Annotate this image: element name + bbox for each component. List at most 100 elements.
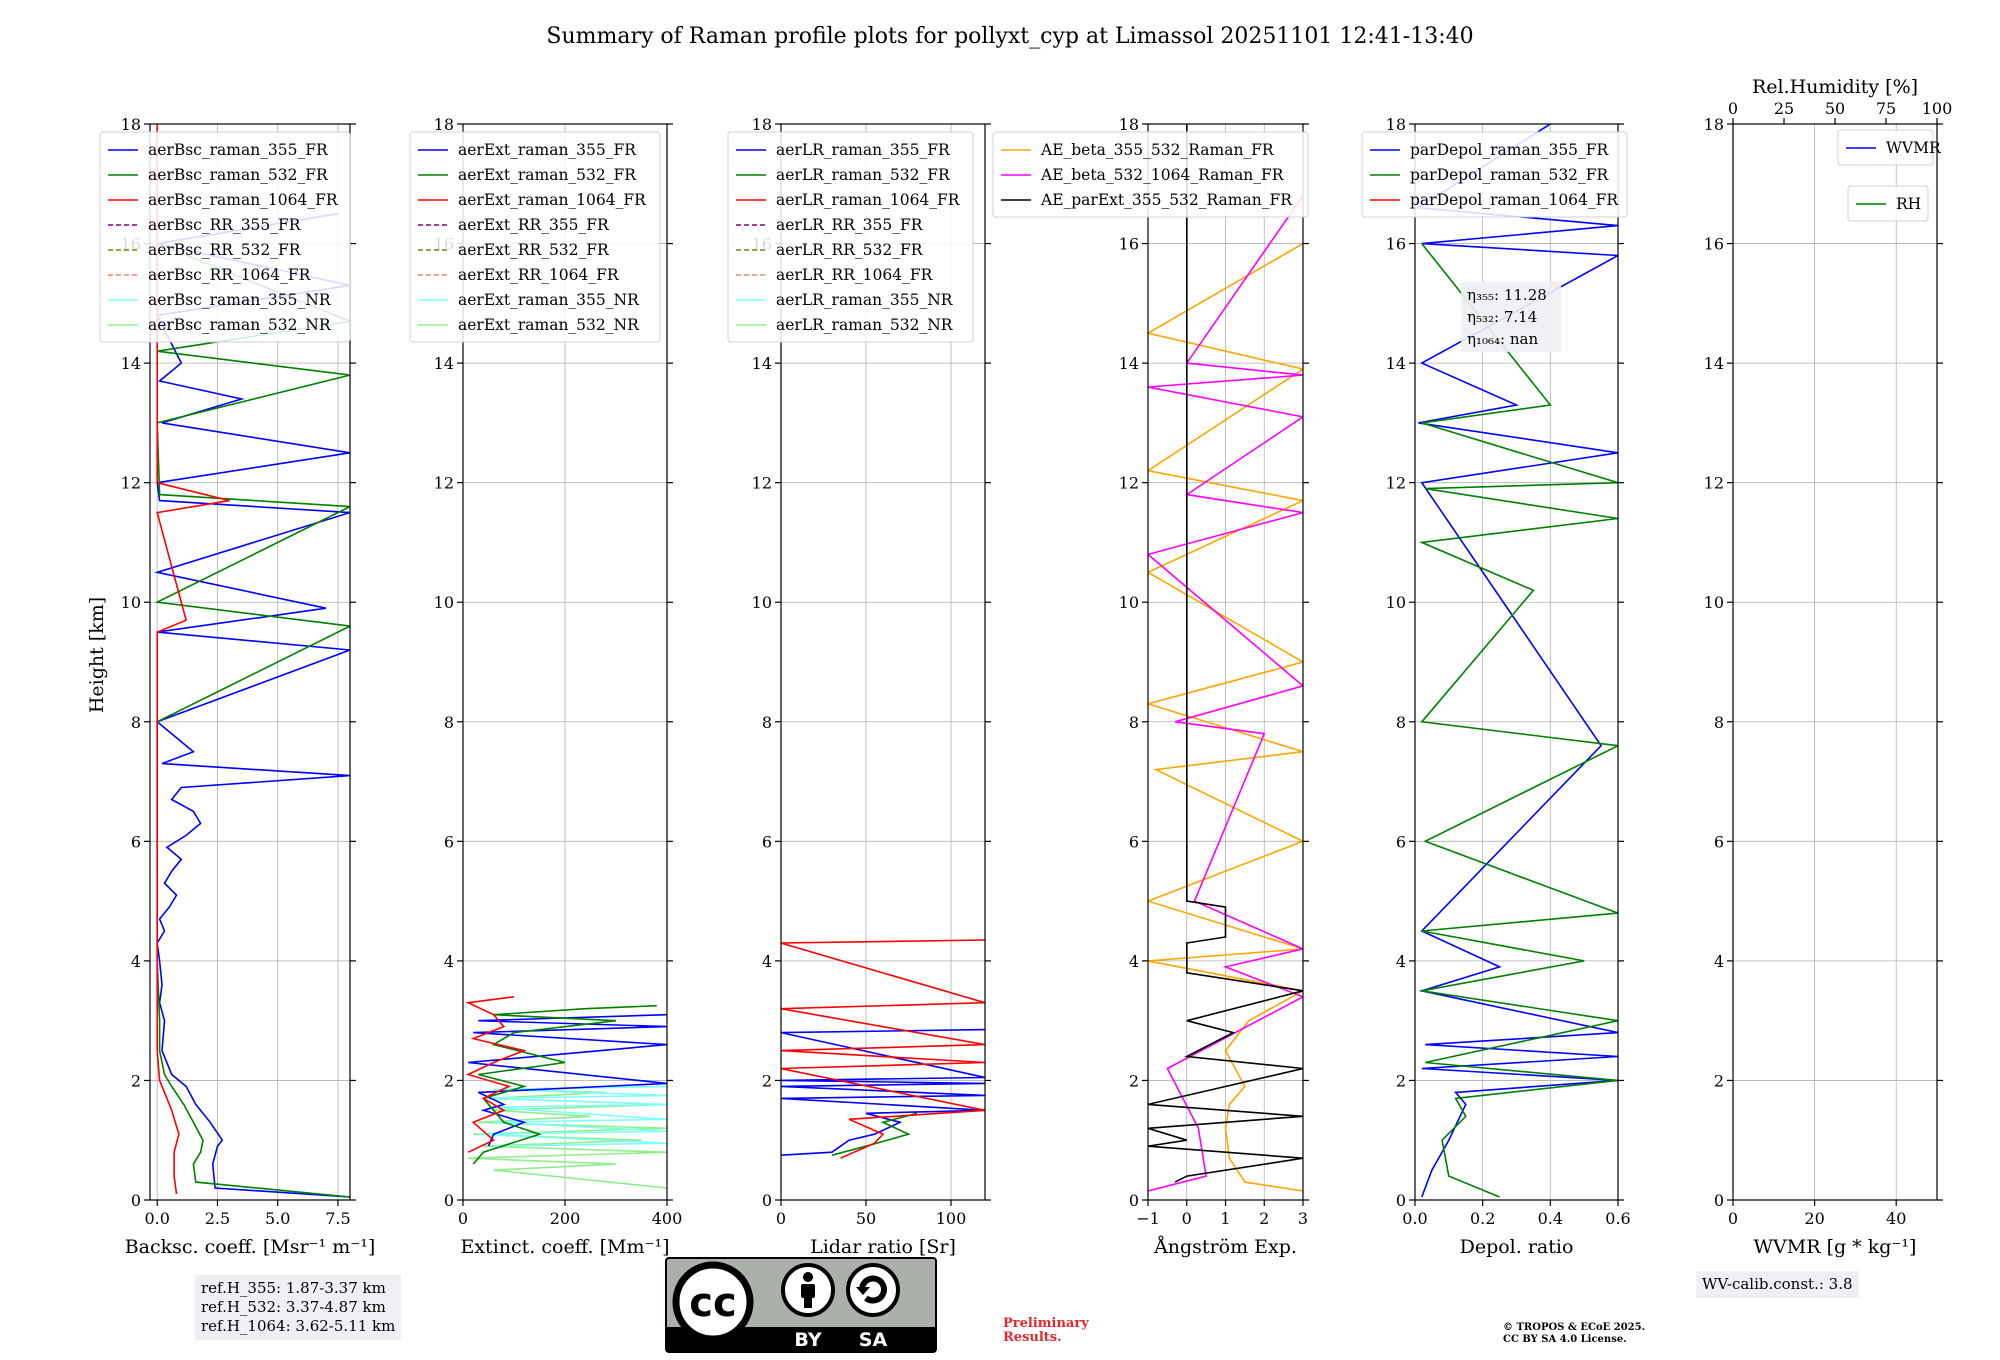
xtick-label-extinction-2: 400	[652, 1209, 683, 1228]
top-xtick-label-0: 0	[1728, 99, 1738, 118]
xtick-label-angstrom-1: 0	[1182, 1209, 1192, 1228]
cc-circle-icon	[672, 1261, 754, 1343]
sa-arrow-head	[856, 1287, 870, 1295]
legend-backscatter-entry-4: aerBsc_RR_532_FR	[148, 241, 302, 259]
legend-extinction-box	[409, 131, 661, 343]
ytick-label-backscatter-1: 2	[131, 1071, 141, 1090]
xlabel-wvmr: WVMR [g * kg⁻¹]	[1754, 1236, 1917, 1258]
xtick-label-depol-1: 0.2	[1470, 1209, 1495, 1228]
ytick-label-depol-0: 0	[1396, 1191, 1406, 1210]
cc-by-sa-license-badge: cc BY SA	[665, 1257, 937, 1353]
xtick-label-wvmr-0: 0	[1728, 1209, 1738, 1228]
figure-title: Summary of Raman profile plots for polly…	[546, 24, 1473, 49]
series-group-angstrom	[1148, 124, 1303, 1192]
legend-backscatter-entry-1: aerBsc_raman_532_FR	[148, 166, 329, 184]
ytick-label-extinction-9: 18	[434, 115, 454, 134]
ytick-label-lidar_ratio-9: 18	[752, 115, 772, 134]
legend-depol: parDepol_raman_355_FR parDepol_raman_532_…	[1361, 131, 1628, 218]
legend2-wvmr-entry-0: RH	[1896, 195, 1921, 213]
ytick-label-extinction-6: 12	[434, 474, 454, 493]
top-xtick-label-3: 75	[1876, 99, 1896, 118]
legend-lidar_ratio-entry-6: aerLR_raman_355_NR	[776, 291, 954, 309]
xtick-label-wvmr-2: 40	[1886, 1209, 1906, 1228]
ytick-label-lidar_ratio-2: 4	[762, 952, 772, 971]
by-label: BY	[794, 1329, 821, 1351]
eta-line-2: η₁₀₆₄: nan	[1467, 330, 1538, 348]
ytick-label-lidar_ratio-5: 10	[752, 593, 772, 612]
legend-backscatter-entry-0: aerBsc_raman_355_FR	[148, 141, 329, 159]
panel-depol: 0 2 4 6 8 10 12 14 16 18 0.0 0.2 0.4 0.6 Depol. ratio p…	[1361, 115, 1631, 1258]
ytick-label-extinction-3: 6	[444, 832, 454, 851]
eta-line-0: η₃₅₅: 11.28	[1467, 286, 1547, 304]
series-aerExt_raman_355_NR	[478, 1085, 667, 1147]
series-group-lidar_ratio	[781, 939, 985, 1159]
legend-angstrom-entry-2: AE_parExt_355_532_Raman_FR	[1040, 191, 1293, 209]
legend-extinction-entry-4: aerExt_RR_532_FR	[458, 241, 610, 259]
ytick-label-extinction-0: 0	[444, 1191, 454, 1210]
ytick-label-wvmr-6: 12	[1704, 474, 1724, 493]
ytick-label-lidar_ratio-3: 6	[762, 832, 772, 851]
by-person-legs	[804, 1297, 812, 1308]
ytick-label-depol-1: 2	[1396, 1071, 1406, 1090]
xtick-label-angstrom-2: 1	[1220, 1209, 1230, 1228]
ytick-label-backscatter-9: 18	[121, 115, 141, 134]
series-aerLR_raman_532_FR	[831, 1112, 918, 1156]
ytick-label-wvmr-3: 6	[1714, 832, 1724, 851]
frame-backscatter	[149, 123, 351, 1201]
ytick-label-depol-7: 14	[1386, 354, 1406, 373]
xlabel-extinction: Extinct. coeff. [Mm⁻¹]	[460, 1236, 669, 1258]
copyright-note: © TROPOS & ECoE 2025. CC BY SA 4.0 Licen…	[1503, 1322, 1645, 1346]
legend-extinction-entry-7: aerExt_raman_532_NR	[458, 316, 640, 334]
series-parDepol_raman_532_FR	[1418, 243, 1618, 1198]
wv-calib-box: WV-calib.const.: 3.8	[1696, 1271, 1859, 1298]
xtick-label-lidar_ratio-2: 100	[936, 1209, 967, 1228]
ytick-label-wvmr-0: 0	[1714, 1191, 1724, 1210]
legend-backscatter-entry-3: aerBsc_RR_355_FR	[148, 216, 302, 234]
series-parDepol_raman_355_FR	[1415, 124, 1618, 1198]
ytick-label-lidar_ratio-7: 14	[752, 354, 772, 373]
ytick-label-angstrom-4: 8	[1129, 713, 1139, 732]
xlabel-lidar_ratio: Lidar ratio [Sr]	[810, 1236, 956, 1258]
ytick-label-backscatter-6: 12	[121, 474, 141, 493]
eta-annotation-box	[1461, 282, 1561, 352]
xtick-label-backscatter-2: 5.0	[265, 1209, 290, 1228]
panel-lidar_ratio: 024681012141618050100Lidar ratio [Sr]aer…	[727, 115, 991, 1258]
ytick-label-wvmr-7: 14	[1704, 354, 1724, 373]
xtick-label-angstrom-3: 2	[1259, 1209, 1269, 1228]
copyright-line-2: CC BY SA 4.0 License.	[1503, 1334, 1627, 1345]
copyright-line-1: © TROPOS & ECoE 2025.	[1503, 1322, 1646, 1333]
xtick-label-extinction-1: 200	[550, 1209, 581, 1228]
xlabel-backscatter: Backsc. coeff. [Msr⁻¹ m⁻¹]	[125, 1236, 376, 1258]
ytick-label-depol-6: 12	[1386, 474, 1406, 493]
xtick-label-depol-0: 0.0	[1402, 1209, 1427, 1228]
ytick-label-extinction-4: 8	[444, 713, 454, 732]
series-aerExt_raman_532_FR	[472, 1004, 657, 1165]
ytick-label-depol-2: 4	[1396, 952, 1406, 971]
ytick-label-angstrom-0: 0	[1129, 1191, 1139, 1210]
legend-backscatter-entry-7: aerBsc_raman_532_NR	[148, 316, 332, 334]
legend-lidar_ratio-entry-0: aerLR_raman_355_FR	[776, 141, 951, 159]
ytick-label-backscatter-3: 6	[131, 832, 141, 851]
legend-depol-entry-1: parDepol_raman_532_FR	[1410, 166, 1610, 184]
ytick-label-wvmr-5: 10	[1704, 593, 1724, 612]
top-xtick-label-2: 50	[1825, 99, 1845, 118]
series-aerBsc_raman_1064_FR	[156, 124, 230, 1195]
legend-extinction-entry-6: aerExt_raman_355_NR	[458, 291, 640, 309]
ref-height-355: ref.H_355: 1.87-3.37 km	[201, 1279, 386, 1297]
xtick-label-backscatter-0: 0.0	[145, 1209, 170, 1228]
legend-extinction: aerExt_raman_355_FR aerExt_raman_532_FRae…	[409, 131, 661, 343]
ytick-label-angstrom-9: 18	[1119, 115, 1139, 134]
ytick-label-backscatter-5: 10	[121, 593, 141, 612]
ytick-label-extinction-5: 10	[434, 593, 454, 612]
frame-wvmr	[1732, 123, 1938, 1201]
sa-share-icon	[846, 1263, 900, 1317]
legend-angstrom-entry-1: AE_beta_532_1064_Raman_FR	[1040, 166, 1285, 184]
legend-extinction-entry-3: aerExt_RR_355_FR	[458, 216, 610, 234]
xtick-label-wvmr-1: 20	[1804, 1209, 1824, 1228]
ytick-label-backscatter-0: 0	[131, 1191, 141, 1210]
legend-depol-box	[1361, 131, 1628, 218]
ytick-label-extinction-7: 14	[434, 354, 454, 373]
ytick-label-angstrom-6: 12	[1119, 474, 1139, 493]
xlabel-depol: Depol. ratio	[1460, 1236, 1574, 1258]
legend-backscatter-entry-6: aerBsc_raman_355_NR	[148, 291, 332, 309]
